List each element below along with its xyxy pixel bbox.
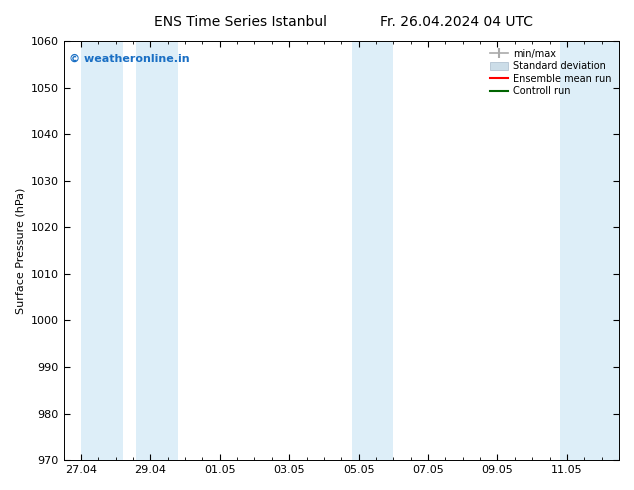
Y-axis label: Surface Pressure (hPa): Surface Pressure (hPa)	[15, 187, 25, 314]
Legend: min/max, Standard deviation, Ensemble mean run, Controll run: min/max, Standard deviation, Ensemble me…	[488, 46, 614, 99]
Text: Fr. 26.04.2024 04 UTC: Fr. 26.04.2024 04 UTC	[380, 15, 533, 29]
Text: ENS Time Series Istanbul: ENS Time Series Istanbul	[155, 15, 327, 29]
Bar	[81, 41, 122, 460]
Text: © weatheronline.in: © weatheronline.in	[69, 53, 190, 64]
Bar	[352, 41, 393, 460]
Bar	[560, 41, 619, 460]
Bar	[136, 41, 178, 460]
